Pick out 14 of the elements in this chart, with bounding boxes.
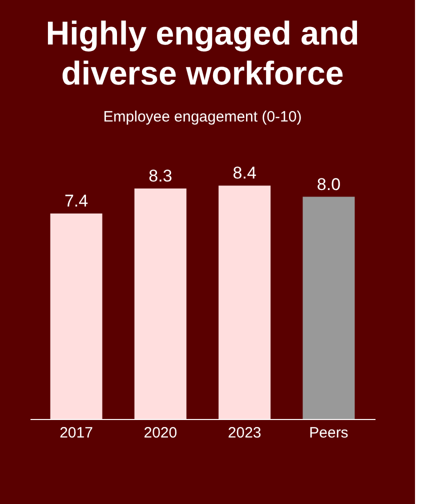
data-label: 7.4 [64, 191, 88, 210]
data-label: 8.0 [316, 174, 341, 194]
bar [134, 188, 186, 419]
data-label: 8.4 [232, 164, 256, 183]
chart-subtitle: Employee engagement (0-10) [103, 108, 302, 126]
chart-title: Highly engaged and diverse workforce [46, 14, 360, 92]
x-tick-label: Peers [309, 424, 348, 442]
data-label: 8.3 [148, 166, 172, 186]
bar [218, 186, 271, 419]
bar [50, 213, 102, 419]
x-tick-label: 2017 [60, 424, 93, 442]
x-tick-label: 2023 [228, 424, 262, 442]
x-tick-label: 2020 [144, 424, 178, 442]
bar [302, 196, 355, 419]
